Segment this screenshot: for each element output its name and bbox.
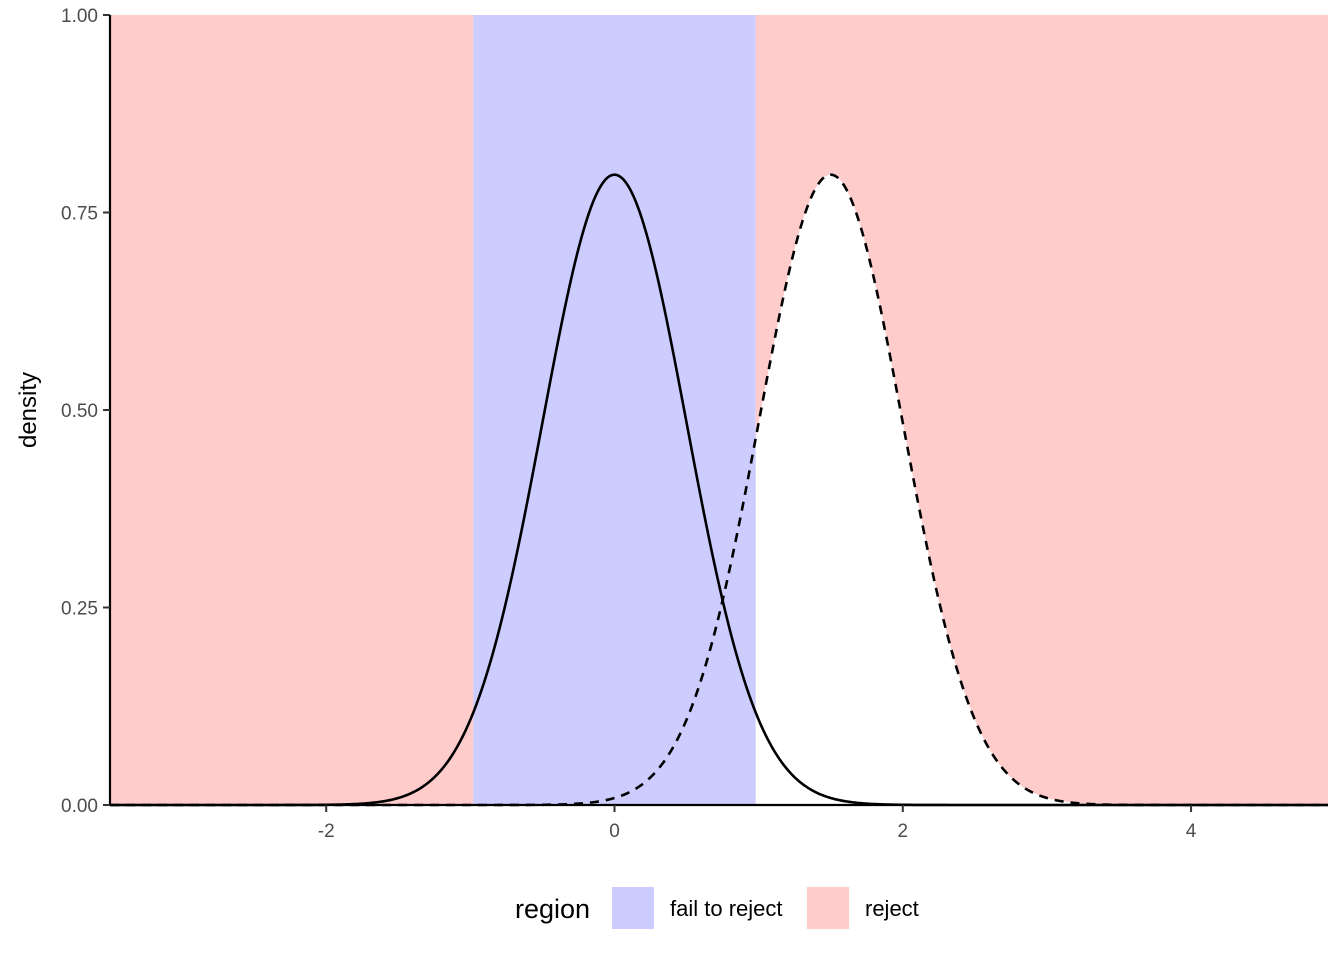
legend-entry-label: reject (865, 896, 919, 921)
x-tick-label: -2 (318, 821, 335, 842)
y-tick-label: 0.75 (61, 204, 98, 225)
y-tick-label: 0.50 (61, 401, 98, 422)
x-tick-label: 0 (609, 821, 620, 842)
legend-entry-label: fail to reject (670, 896, 783, 921)
region-rect-0 (110, 15, 474, 805)
y-axis-ticks: 0.00 0.25 0.50 0.75 1.00 (61, 6, 110, 817)
legend-key-swatch (612, 887, 654, 929)
y-tick-label: 0.25 (61, 599, 98, 620)
legend: region fail to reject reject (515, 887, 919, 929)
x-tick-label: 4 (1186, 821, 1197, 842)
y-axis-title: density (15, 372, 42, 448)
x-axis-ticks: -2 0 2 4 (318, 805, 1197, 842)
x-tick-label: 2 (897, 821, 908, 842)
legend-title: region (515, 894, 590, 924)
alternative-density-fill (755, 174, 1328, 805)
y-tick-label: 1.00 (61, 6, 98, 27)
legend-key-swatch (807, 887, 849, 929)
region-rect-1 (473, 15, 756, 805)
y-tick-label: 0.00 (61, 796, 98, 817)
region-rects (110, 15, 1328, 805)
